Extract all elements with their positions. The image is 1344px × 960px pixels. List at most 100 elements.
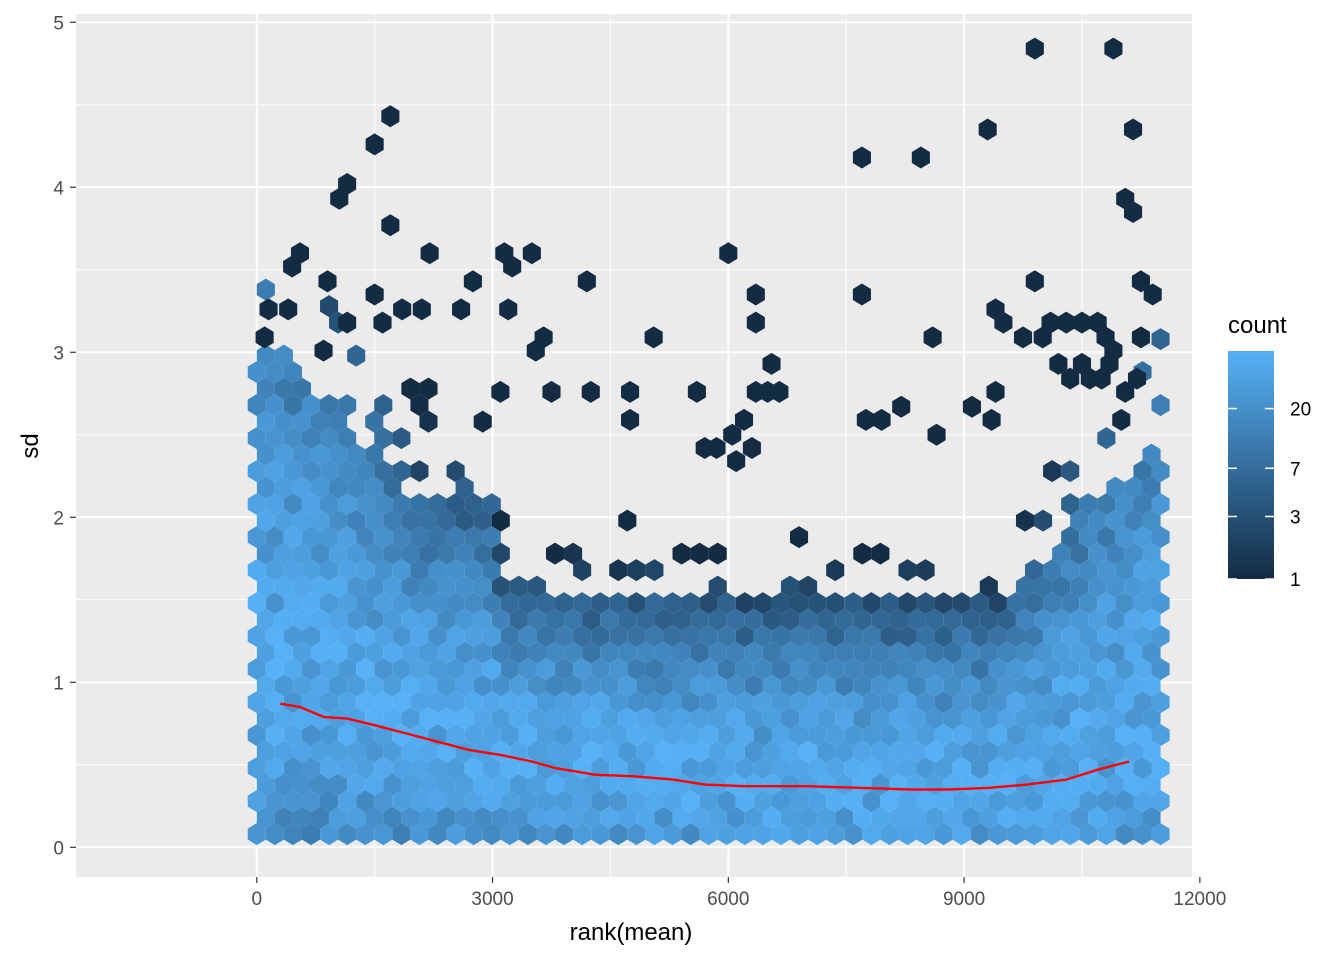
hex-cell xyxy=(708,674,727,697)
hex-cell xyxy=(573,724,592,747)
hex-cell xyxy=(509,674,528,697)
hex-cell xyxy=(799,773,818,796)
hex-cell xyxy=(310,641,330,664)
hex-cell xyxy=(310,476,330,499)
hex-cell xyxy=(1061,460,1080,483)
hex-cell xyxy=(555,691,574,714)
hex-cell xyxy=(1088,707,1107,730)
hex-cell xyxy=(365,410,384,433)
hex-cell xyxy=(1034,641,1053,664)
hex-cell xyxy=(961,806,980,829)
hex-cell xyxy=(374,625,393,648)
hex-cell xyxy=(500,790,519,813)
hex-cell xyxy=(401,542,420,565)
hex-cell xyxy=(753,658,772,681)
hex-cell xyxy=(780,641,800,664)
hex-cell xyxy=(826,757,845,780)
x-tick-label: 0 xyxy=(251,889,262,910)
hex-cell xyxy=(392,757,411,780)
hex-cell xyxy=(1061,790,1080,813)
hex-cell xyxy=(699,724,718,747)
hex-cell xyxy=(329,410,348,433)
hex-cell xyxy=(1106,674,1125,697)
hex-cell xyxy=(356,460,375,483)
hex-cell xyxy=(609,559,628,582)
hex-cell xyxy=(283,724,302,747)
hex-cell xyxy=(283,823,302,846)
hex-cell xyxy=(301,625,321,648)
hex-cell xyxy=(925,707,944,730)
hex-cell xyxy=(283,493,302,516)
hex-cell xyxy=(645,790,664,813)
hex-cell xyxy=(491,674,510,697)
hex-cell-outlier xyxy=(727,450,746,473)
hex-cell xyxy=(573,823,592,846)
hex-cell xyxy=(338,823,357,846)
hex-cell xyxy=(509,707,528,730)
hex-cell xyxy=(1079,658,1098,681)
hex-cell xyxy=(1015,608,1035,631)
x-axis-title: rank(mean) xyxy=(570,919,693,946)
hex-cell xyxy=(383,806,402,829)
hex-cell-outlier xyxy=(412,298,431,321)
hex-cell xyxy=(1142,773,1161,796)
hex-cell xyxy=(383,476,402,499)
hex-cell xyxy=(808,658,827,681)
hex-cell xyxy=(699,757,718,780)
hex-cell xyxy=(943,740,962,763)
hex-cell xyxy=(446,625,465,648)
hex-cell xyxy=(880,757,899,780)
hex-cell-outlier xyxy=(503,255,522,278)
hex-cell xyxy=(301,592,321,615)
hex-cell xyxy=(1124,608,1143,631)
hex-cell xyxy=(545,806,565,829)
hex-cell xyxy=(256,773,275,796)
hex-cell-outlier xyxy=(852,146,871,169)
hex-cell xyxy=(301,658,321,681)
hex-cell xyxy=(808,757,827,780)
hex-cell xyxy=(970,625,989,648)
hex-cell xyxy=(573,625,592,648)
hex-cell xyxy=(979,575,998,598)
hex-cell xyxy=(699,592,718,615)
hex-cell xyxy=(799,674,818,697)
hex-cell-outlier xyxy=(491,380,510,403)
hex-cell xyxy=(862,625,881,648)
hex-cell xyxy=(500,625,519,648)
hex-cell xyxy=(681,658,700,681)
hex-cell xyxy=(356,559,375,582)
hex-cell xyxy=(1115,724,1134,747)
hex-cell xyxy=(446,592,465,615)
hex-cell xyxy=(799,740,818,763)
hex-cell xyxy=(1142,509,1161,532)
hex-cell xyxy=(753,724,772,747)
y-tick-label: 5 xyxy=(53,13,64,34)
hex-cell xyxy=(482,526,501,549)
hex-cell xyxy=(862,757,881,780)
hex-cell xyxy=(1133,559,1152,582)
hex-cell-outlier xyxy=(621,408,640,431)
hex-cell-outlier xyxy=(452,298,471,321)
hex-cell xyxy=(600,806,619,829)
hex-cell xyxy=(1097,592,1116,615)
hex-cell xyxy=(564,674,583,697)
hex-cell xyxy=(1079,559,1098,582)
hex-cell xyxy=(392,823,411,846)
hex-cell xyxy=(256,542,275,565)
hex-cell xyxy=(952,790,971,813)
hex-cell xyxy=(518,658,537,681)
hex-cell xyxy=(1034,740,1053,763)
hex-cell xyxy=(320,394,339,417)
hex-cell xyxy=(817,740,836,763)
hex-cell xyxy=(247,361,266,384)
hex-cell xyxy=(491,608,510,631)
hex-cell xyxy=(320,460,339,483)
hex-cell xyxy=(1124,740,1143,763)
hex-cell xyxy=(265,691,284,714)
hex-cell xyxy=(1124,707,1143,730)
hex-cell xyxy=(509,608,528,631)
hex-cell xyxy=(356,625,375,648)
hex-cell xyxy=(799,641,818,664)
hex-cell xyxy=(274,806,293,829)
